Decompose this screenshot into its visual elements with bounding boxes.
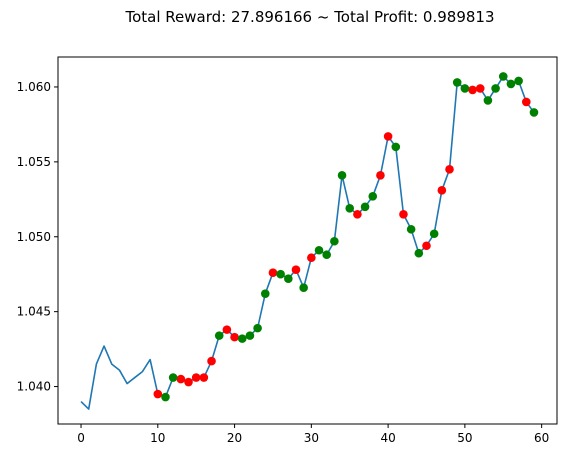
x-tick-label: 10: [150, 431, 165, 445]
red-marker: [176, 374, 186, 384]
green-marker: [368, 192, 378, 201]
red-marker: [353, 209, 362, 219]
green-marker: [406, 224, 416, 234]
red-marker: [291, 265, 301, 275]
green-marker: [245, 331, 255, 340]
y-tick-label: 1.055: [17, 155, 51, 169]
red-marker: [475, 84, 485, 93]
green-marker: [161, 392, 170, 402]
green-marker: [276, 269, 285, 279]
plot-frame: [57, 56, 558, 425]
green-marker: [260, 289, 270, 298]
x-tick-label: 0: [77, 431, 85, 445]
red-marker: [445, 165, 454, 174]
green-marker: [506, 79, 516, 89]
chart-marks: [80, 72, 539, 410]
green-marker: [330, 236, 339, 246]
y-tick-label: 1.050: [17, 230, 51, 244]
green-marker: [345, 203, 355, 213]
x-tick-label: 20: [227, 431, 242, 445]
red-marker: [184, 377, 193, 387]
green-marker: [514, 76, 523, 86]
x-tick-label: 30: [304, 431, 319, 445]
green-marker: [491, 84, 500, 93]
red-marker: [422, 241, 431, 251]
red-marker: [199, 373, 209, 382]
green-marker: [237, 334, 247, 343]
red-marker: [399, 209, 408, 219]
y-axis: 1.040 1.045 1.050 1.055 1.060: [17, 80, 58, 394]
x-tick-label: 40: [380, 431, 395, 445]
green-marker: [168, 373, 178, 382]
red-marker: [307, 253, 316, 263]
price-line: [80, 75, 535, 410]
green-marker: [253, 323, 262, 333]
red-marker: [230, 332, 239, 342]
green-marker: [429, 229, 439, 239]
green-marker: [284, 274, 293, 284]
green-marker: [391, 142, 401, 152]
y-tick-label: 1.060: [17, 80, 51, 94]
red-marker: [153, 389, 163, 399]
chart-title: Total Reward: 27.896166 ~ Total Profit: …: [125, 8, 495, 26]
green-marker: [214, 331, 224, 340]
red-marker: [468, 85, 477, 95]
green-marker: [360, 202, 370, 212]
green-marker: [299, 283, 308, 292]
green-marker: [322, 250, 331, 260]
red-marker: [521, 97, 531, 107]
red-marker: [376, 171, 385, 180]
green-marker: [460, 84, 470, 93]
y-tick-label: 1.045: [17, 305, 51, 319]
green-marker: [314, 245, 324, 255]
red-marker: [191, 373, 201, 382]
green-marker: [483, 96, 493, 105]
green-marker: [498, 72, 508, 81]
green-marker: [414, 248, 424, 258]
red-marker: [437, 186, 447, 195]
green-marker: [452, 78, 462, 87]
red-marker: [222, 325, 232, 334]
green-marker: [337, 171, 347, 180]
red-marker: [268, 268, 278, 278]
y-tick-label: 1.040: [17, 380, 51, 394]
red-marker: [207, 356, 216, 366]
x-tick-label: 60: [534, 431, 549, 445]
green-marker: [529, 108, 539, 117]
red-marker: [383, 132, 393, 141]
x-axis: 0 10 20 30 40 50 60: [77, 424, 549, 445]
x-tick-label: 50: [457, 431, 472, 445]
